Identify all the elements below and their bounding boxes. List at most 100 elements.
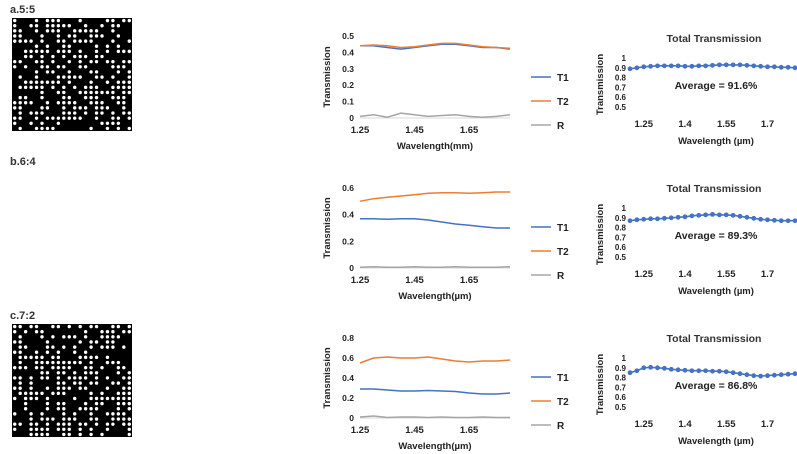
- pattern-dot: [122, 391, 126, 396]
- pattern-dot: [111, 39, 115, 43]
- pattern-dot: [116, 34, 121, 38]
- pattern-dot: [40, 59, 44, 64]
- pattern-dot: [56, 381, 61, 385]
- pattern-dot: [116, 324, 121, 329]
- pattern-dot: [111, 90, 115, 95]
- pattern-dot: [67, 432, 71, 437]
- data-point: [689, 63, 695, 69]
- legend: T1 T2 R: [531, 223, 569, 282]
- pattern-dot: [62, 401, 66, 406]
- data-point: [655, 63, 660, 69]
- pattern-dot: [127, 39, 131, 43]
- pattern-dot: [89, 365, 93, 370]
- pattern-dot: [127, 49, 131, 54]
- pattern-dot: [111, 121, 115, 125]
- panel-label: b.6:4: [10, 156, 37, 168]
- pattern-dot: [29, 54, 33, 59]
- data-point: [634, 65, 640, 71]
- pattern-dot: [116, 24, 121, 28]
- pattern-dot: [100, 111, 104, 115]
- y-tick-label: 0.3: [342, 64, 354, 74]
- pattern-dot: [34, 360, 39, 365]
- pattern-dot: [83, 39, 88, 43]
- legend: T1 T2 R: [531, 73, 569, 132]
- pattern-dot: [122, 59, 126, 64]
- series-line-r: [359, 415, 510, 419]
- pattern-dot: [116, 365, 121, 370]
- y-tick-label: 0.4: [342, 210, 354, 220]
- pattern-dot: [127, 432, 131, 437]
- pattern-dot: [56, 371, 61, 375]
- panel-label: a.5:5: [10, 4, 35, 16]
- pattern-dot: [13, 376, 17, 380]
- y-tick-label: 0.8: [615, 374, 627, 383]
- data-point: [696, 212, 702, 218]
- pattern-dot: [94, 407, 99, 411]
- pattern-dot: [23, 85, 28, 90]
- pattern-dot: [29, 324, 33, 329]
- pattern-dot: [73, 371, 77, 375]
- pattern-dot: [51, 126, 55, 131]
- pattern-dot: [83, 54, 88, 59]
- series-line-r: [359, 265, 511, 269]
- data-point: [771, 217, 777, 223]
- pattern-dot: [67, 44, 71, 48]
- data-point: [710, 368, 715, 374]
- average-annotation: Average = 91.6%: [675, 80, 758, 92]
- pattern-dot: [56, 407, 61, 411]
- pattern-dot: [116, 70, 121, 74]
- pattern-dot: [23, 101, 28, 105]
- pattern-dot: [67, 386, 71, 390]
- data-point: [758, 373, 764, 379]
- pattern-dot: [89, 345, 93, 349]
- pattern-dot: [29, 121, 33, 125]
- pattern-dot: [34, 75, 39, 79]
- pattern-dot: [111, 396, 115, 401]
- pattern-dot: [116, 44, 121, 48]
- pattern-dot: [122, 106, 126, 110]
- pattern-dot: [73, 85, 77, 90]
- y-tick-label: 0.4: [342, 47, 354, 57]
- pattern-dot: [67, 417, 71, 421]
- pattern-dot: [34, 391, 39, 396]
- pattern-dot: [56, 49, 61, 54]
- pattern-dot: [116, 407, 121, 411]
- data-point: [648, 364, 654, 370]
- pattern-dot: [122, 101, 126, 105]
- pattern-dot: [67, 365, 71, 370]
- total-transmission-chart: Total Transmission 0.50.60.70.80.91 1.25 1.…: [595, 183, 797, 297]
- data-point: [648, 216, 654, 222]
- pattern-dot: [111, 95, 115, 100]
- pattern-dot: [122, 412, 126, 416]
- pattern-dot: [100, 106, 104, 110]
- pattern-dot: [116, 95, 121, 100]
- pattern-dot: [23, 407, 28, 411]
- legend-label: R: [557, 271, 565, 282]
- pattern-dot: [100, 24, 104, 28]
- pattern-dot: [105, 59, 110, 64]
- pattern-dot: [34, 70, 39, 74]
- pattern-dot: [67, 101, 71, 105]
- pattern-dot: [67, 116, 71, 120]
- pattern-dot: [45, 116, 50, 120]
- pattern-dot: [40, 365, 44, 370]
- pattern-dot: [45, 401, 50, 406]
- pattern-dot: [23, 355, 28, 360]
- pattern-dot: [105, 330, 110, 334]
- data-point: [737, 371, 743, 377]
- y-tick-label: 0.7: [615, 383, 627, 392]
- pattern-dot: [78, 376, 82, 380]
- pattern-dot: [13, 350, 17, 354]
- pattern-dot: [116, 391, 121, 396]
- pattern-dot: [62, 24, 66, 28]
- pattern-dot: [51, 59, 55, 64]
- y-tick-label: 0.5: [615, 103, 627, 112]
- y-tick-label: 0.9: [615, 214, 627, 223]
- pattern-dot: [83, 95, 88, 100]
- data-point: [627, 218, 633, 224]
- data-point: [758, 63, 764, 69]
- pattern-dot: [122, 365, 126, 370]
- pattern-dot: [62, 345, 66, 349]
- data-point: [696, 368, 702, 374]
- data-point: [778, 372, 784, 378]
